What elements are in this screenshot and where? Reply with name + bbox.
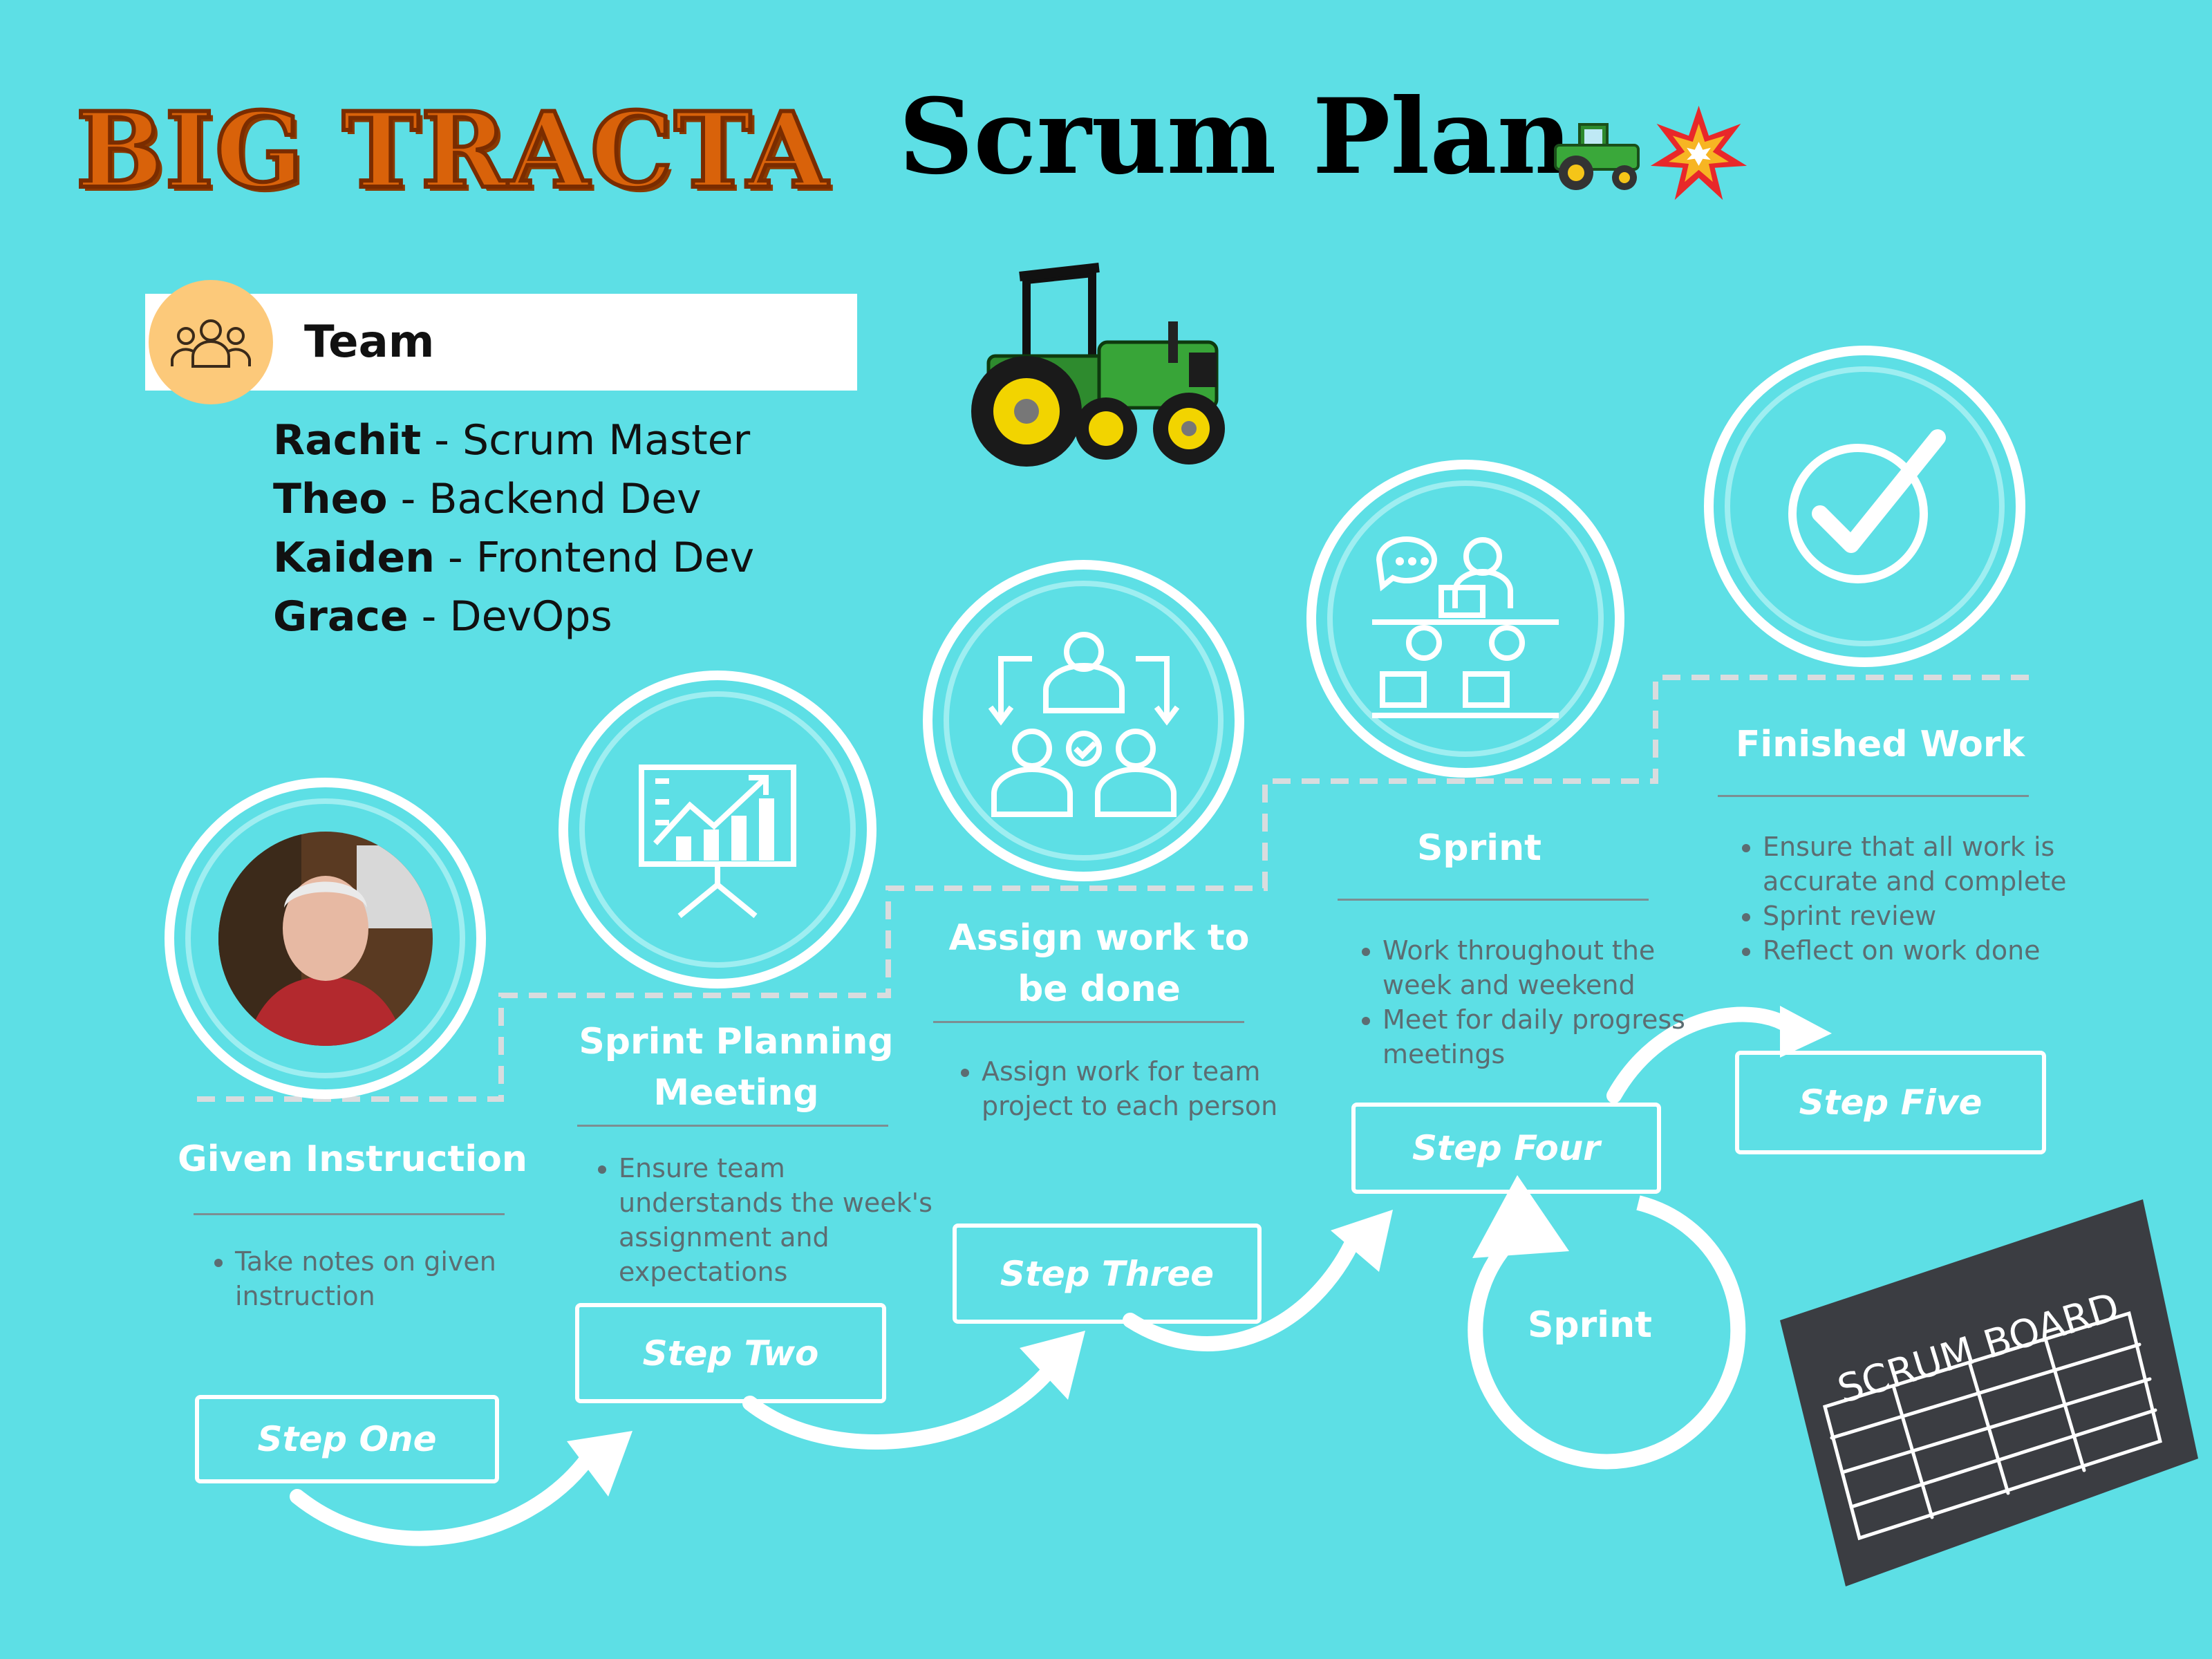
step4-circle — [1306, 460, 1624, 778]
step2-circle — [559, 671, 877, 988]
team-member: Theo - Backend Dev — [273, 475, 702, 523]
team-assignment-icon — [988, 631, 1179, 817]
team-badge — [149, 280, 273, 404]
step5-title: Finished Work — [1735, 724, 2025, 765]
tractor-emoji-icon — [1554, 123, 1640, 190]
step5-bullets: Ensure that all work is accurate and com… — [1721, 830, 2088, 968]
arrow-step2-to-step3 — [742, 1361, 1058, 1450]
team-member-list: Rachit - Scrum Master Theo - Backend Dev… — [273, 411, 754, 646]
step4-title: Sprint — [1416, 827, 1542, 869]
bullet-item: Assign work for team project to each per… — [982, 1054, 1327, 1123]
step3-bullets: Assign work for team project to each per… — [940, 1054, 1327, 1123]
scrum-board-illustration: SCRUM BOARD — [1780, 1199, 2198, 1586]
step3-circle — [923, 560, 1244, 881]
step3-divider — [933, 1021, 1244, 1023]
member-role: Frontend Dev — [476, 534, 755, 582]
bullet-item: Take notes on given instruction — [235, 1244, 553, 1313]
step2-box: Step Two — [575, 1303, 886, 1403]
member-name: Grace — [273, 592, 409, 641]
arrow-step3-to-step4 — [1123, 1230, 1362, 1351]
checkmark-icon — [1788, 429, 1946, 583]
bullet-item: Reflect on work done — [1763, 933, 2088, 968]
tractor-illustration — [971, 263, 1225, 467]
brand-logo-text: BIG TRACTA — [74, 88, 830, 214]
bullet-item: Ensure team understands the week's assig… — [619, 1151, 937, 1289]
step2-divider — [577, 1125, 888, 1127]
step5-circle — [1704, 346, 2025, 667]
collision-emoji-icon — [1650, 105, 1747, 200]
arrowhead — [1331, 1210, 1393, 1272]
bullet-item: Ensure that all work is accurate and com… — [1763, 830, 2088, 899]
step5-box: Step Five — [1735, 1051, 2046, 1154]
presentation-chart-icon — [639, 765, 796, 919]
step4-box: Step Four — [1351, 1103, 1661, 1194]
arrow-step4-to-step5 — [1606, 1006, 1791, 1103]
step1-divider — [194, 1213, 505, 1215]
arrow-step1-to-step2 — [290, 1451, 595, 1546]
step1-title: Given Instruction — [178, 1138, 527, 1180]
step4-divider — [1338, 899, 1649, 901]
team-heading: Team — [304, 317, 435, 368]
sprint-loop-label: Sprint — [1527, 1304, 1653, 1346]
portrait-photo — [218, 831, 433, 1046]
arrowhead — [1020, 1331, 1085, 1400]
arrowhead — [567, 1431, 632, 1497]
arrowhead — [1780, 1006, 1832, 1058]
member-name: Theo — [273, 475, 388, 523]
bullet-item: Meet for daily progress meetings — [1382, 1002, 1700, 1071]
member-role: DevOps — [449, 592, 612, 641]
bullet-item: Sprint review — [1763, 899, 2088, 933]
team-group-icon — [171, 319, 251, 368]
team-member: Rachit - Scrum Master — [273, 416, 751, 465]
member-name: Rachit — [273, 416, 422, 465]
member-role: Scrum Master — [462, 416, 751, 465]
step4-bullets: Work throughout the week and weekend Mee… — [1341, 933, 1700, 1071]
step2-bullets: Ensure team understands the week's assig… — [577, 1151, 937, 1289]
team-member: Kaiden - Frontend Dev — [273, 534, 755, 582]
step2-title: Sprint Planning Meeting — [579, 1021, 894, 1114]
step3-title: Assign work to be done — [948, 917, 1250, 1010]
team-member: Grace - DevOps — [273, 592, 612, 641]
step1-circle — [165, 778, 486, 1099]
member-role: Backend Dev — [429, 475, 702, 523]
page-title: Scrum Plan — [899, 76, 1573, 198]
bullet-item: Work throughout the week and weekend — [1382, 933, 1700, 1002]
step1-bullets: Take notes on given instruction — [194, 1244, 553, 1313]
step1-box: Step One — [195, 1395, 499, 1483]
step5-divider — [1718, 795, 2029, 797]
sprint-loop-arrow — [1468, 1175, 1746, 1470]
page-title-text: Scrum Plan — [899, 76, 1573, 198]
member-name: Kaiden — [273, 534, 435, 582]
team-meeting-icon — [1372, 536, 1559, 718]
step3-box: Step Three — [953, 1224, 1262, 1324]
